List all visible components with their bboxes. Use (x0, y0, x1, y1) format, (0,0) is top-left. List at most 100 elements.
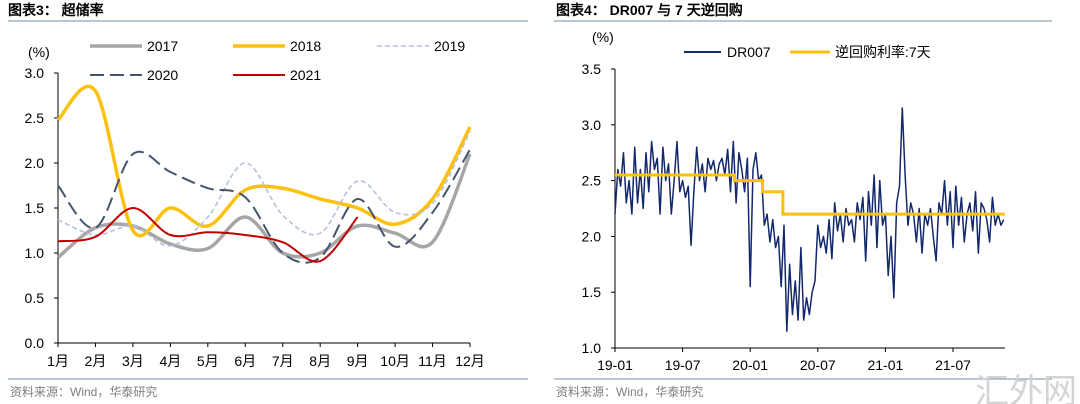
data-point-2018 (356, 206, 360, 210)
data-point-2017 (393, 231, 397, 235)
x-tick-label: 8月 (309, 353, 331, 369)
x-tick-label: 11月 (418, 353, 447, 369)
data-point-2020 (131, 152, 135, 156)
y-tick-label: 2.5 (25, 110, 45, 126)
x-tick-label: 3月 (122, 353, 144, 369)
data-point-2018 (468, 125, 472, 129)
y-axis-unit: (%) (592, 29, 614, 45)
source-note: 资料来源：Wind，华泰研究 (556, 384, 703, 399)
legend-label: 2017 (147, 38, 178, 54)
data-point-2018 (56, 118, 60, 122)
data-point-2017 (243, 215, 247, 219)
series-line-2018 (56, 84, 472, 238)
chart-title: 图表3： 超储率 (8, 2, 104, 18)
data-point-2021 (93, 235, 97, 239)
x-tick-label: 21-01 (867, 357, 903, 373)
data-point-2018 (243, 188, 247, 192)
y-tick-label: 0.0 (25, 335, 45, 351)
x-tick-label: 10月 (380, 353, 410, 369)
y-tick-label: 1.0 (582, 340, 602, 356)
data-point-2020 (393, 245, 397, 249)
legend-label: 2021 (290, 67, 321, 83)
x-tick-label: 9月 (347, 353, 369, 369)
x-tick-label: 19-01 (597, 357, 633, 373)
data-point-2021 (356, 215, 360, 219)
series-line-2020 (57, 148, 471, 264)
y-tick-label: 1.5 (582, 284, 602, 300)
legend-label: 2020 (147, 67, 178, 83)
data-point-2018 (281, 186, 285, 190)
x-tick-label: 5月 (197, 353, 219, 369)
data-point-2020 (56, 184, 60, 188)
data-point-2020 (281, 251, 285, 255)
data-point-2020 (356, 197, 360, 201)
x-tick-label: 4月 (159, 353, 181, 369)
chart-title: 图表4： DR007 与 7 天逆回购 (556, 2, 743, 18)
data-point-2020 (318, 256, 322, 260)
series-line-2019 (57, 131, 471, 247)
y-tick-label: 2.0 (25, 155, 45, 171)
data-point-2019 (393, 211, 397, 215)
series-line-dr007 (614, 107, 1005, 333)
data-point-2021 (318, 259, 322, 263)
data-point-2020 (243, 195, 247, 199)
data-point-2020 (431, 211, 435, 215)
x-tick-label: 1月 (47, 353, 69, 369)
legend-label: DR007 (727, 44, 771, 60)
source-note: 资料来源：Wind，华泰研究 (10, 384, 157, 399)
x-tick-label: 19-07 (665, 357, 701, 373)
x-tick-label: 2月 (85, 353, 107, 369)
data-point-2019 (131, 224, 135, 228)
data-point-2018 (431, 197, 435, 201)
data-point-2019 (243, 161, 247, 165)
data-point-2019 (356, 179, 360, 183)
data-point-2018 (93, 89, 97, 93)
y-tick-label: 0.5 (25, 290, 45, 306)
data-point-2021 (56, 239, 60, 243)
series-line-2021 (57, 206, 359, 263)
data-point-2018 (168, 206, 172, 210)
data-point-2018 (393, 222, 397, 226)
y-tick-label: 2.5 (582, 173, 602, 189)
data-point-2019 (431, 202, 435, 206)
data-point-2020 (168, 170, 172, 174)
data-point-2017 (56, 256, 60, 260)
data-point-2021 (131, 206, 135, 210)
data-point-2018 (318, 197, 322, 201)
data-point-2020 (93, 226, 97, 230)
data-point-2020 (206, 186, 210, 190)
x-tick-label: 7月 (272, 353, 294, 369)
data-point-2019 (468, 130, 472, 134)
data-point-2019 (56, 218, 60, 222)
y-tick-label: 1.0 (25, 245, 45, 261)
watermark-logo: 汇外网 (975, 372, 1077, 404)
y-axis-unit: (%) (28, 44, 50, 60)
data-point-2018 (206, 224, 210, 228)
data-point-2021 (243, 233, 247, 237)
legend-label: 逆回购利率:7天 (835, 44, 931, 60)
data-point-2021 (206, 230, 210, 234)
y-tick-label: 3.0 (25, 65, 45, 81)
data-point-2017 (356, 224, 360, 228)
y-tick-label: 2.0 (582, 228, 602, 244)
x-tick-label: 21-07 (935, 357, 971, 373)
data-point-2018 (131, 229, 135, 233)
x-tick-label: 12月 (455, 353, 485, 369)
data-point-2019 (281, 213, 285, 217)
x-tick-label: 20-01 (732, 357, 768, 373)
data-point-2019 (318, 231, 322, 235)
y-tick-label: 1.5 (25, 200, 45, 216)
data-point-2020 (468, 148, 472, 152)
legend-label: 2018 (290, 38, 321, 54)
y-tick-label: 3.0 (582, 117, 602, 133)
y-tick-label: 3.5 (582, 61, 602, 77)
series-line-reverse-repo-7d (615, 173, 1005, 216)
data-point-2021 (281, 240, 285, 244)
data-point-2021 (168, 233, 172, 237)
data-point-2017 (431, 240, 435, 244)
legend-label: 2019 (434, 38, 465, 54)
data-point-2019 (168, 244, 172, 248)
data-point-2019 (206, 215, 210, 219)
x-tick-label: 20-07 (800, 357, 836, 373)
